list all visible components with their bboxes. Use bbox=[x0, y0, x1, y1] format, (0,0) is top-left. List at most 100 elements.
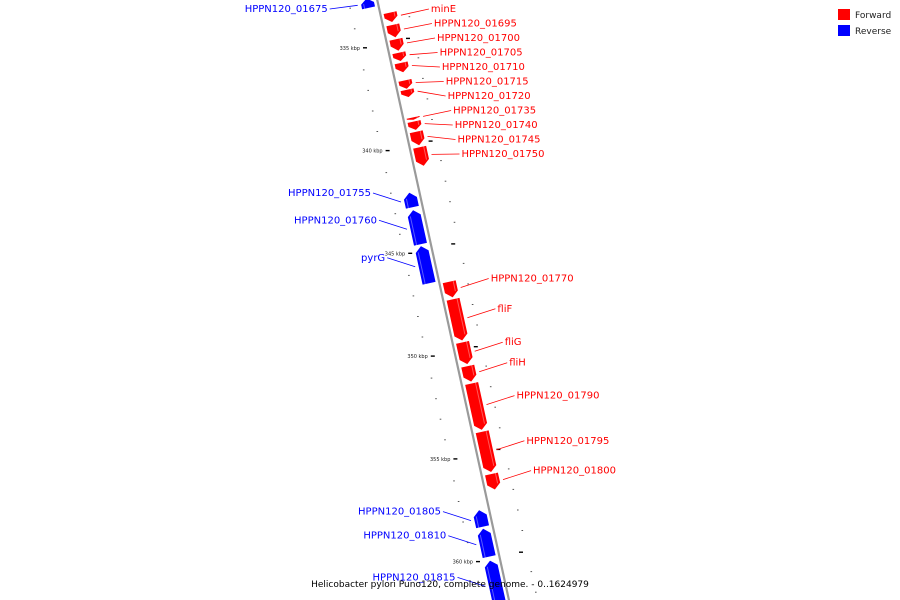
map-caption: Helicobacter pylori Puno120, complete ge… bbox=[311, 580, 589, 590]
tick-dot-right bbox=[535, 591, 537, 593]
gene-arrow-hppn120_01810 bbox=[476, 527, 497, 559]
gene-arrow-hppn120_01760 bbox=[406, 209, 428, 247]
gene-arrow-hppn120_01705 bbox=[391, 50, 408, 62]
gene-leader-line bbox=[387, 257, 416, 268]
gene-arrow-shine bbox=[494, 472, 499, 484]
gene-label-hppn120_01760: HPPN120_01760 bbox=[294, 215, 377, 226]
tick-dot-right bbox=[462, 262, 465, 264]
gene-arrow-hppn120_01800 bbox=[484, 471, 502, 491]
tick-dot-right bbox=[476, 324, 478, 326]
tick-label: 355 kbp bbox=[430, 457, 450, 463]
gene-label-hppn120_01745: HPPN120_01745 bbox=[458, 135, 541, 146]
tick-dot-right bbox=[449, 201, 451, 203]
tick-dot-right bbox=[426, 98, 429, 100]
tick-dot-left bbox=[362, 69, 365, 71]
gene-label-flig: fliG bbox=[505, 337, 522, 348]
tick-dot-right bbox=[489, 386, 492, 388]
gene-arrow-flif bbox=[445, 296, 469, 342]
gene-arrow-pyrg bbox=[414, 245, 437, 286]
tick-dot-right bbox=[512, 488, 515, 490]
gene-label-hppn120_01735: HPPN120_01735 bbox=[453, 106, 536, 117]
tick-dot-right bbox=[494, 406, 496, 408]
tick-dot-right bbox=[417, 57, 420, 59]
gene-label-mine: minE bbox=[431, 4, 456, 15]
gene-leader-line bbox=[372, 192, 402, 203]
gene-arrow-hppn120_01790 bbox=[464, 381, 488, 431]
tick-dot-right bbox=[408, 16, 411, 18]
tick-dot-left bbox=[349, 7, 351, 9]
gene-leader-line bbox=[496, 440, 525, 451]
gene-leader-line bbox=[400, 8, 429, 16]
gene-label-hppn120_01795: HPPN120_01795 bbox=[526, 436, 609, 447]
tick-dot-right bbox=[507, 468, 510, 470]
gene-label-flih: fliH bbox=[509, 358, 526, 369]
gene-arrow-hppn120_01675 bbox=[360, 0, 376, 11]
gene-arrow-hppn120_01695 bbox=[385, 22, 402, 39]
gene-arrow-shine bbox=[474, 382, 485, 424]
legend-forward-label: Forward bbox=[855, 11, 891, 21]
gene-label-hppn120_01755: HPPN120_01755 bbox=[288, 188, 371, 199]
gene-label-hppn120_01810: HPPN120_01810 bbox=[363, 531, 446, 542]
gene-leader-line bbox=[457, 577, 486, 587]
gene-label-hppn120_01720: HPPN120_01720 bbox=[448, 91, 531, 102]
gene-arrow-hppn120_01750 bbox=[412, 144, 430, 167]
gene-leader-line bbox=[406, 37, 436, 44]
gene-arrow-mine bbox=[382, 10, 399, 23]
gene-arrow-shine bbox=[408, 78, 411, 84]
gene-arrow-shine bbox=[404, 61, 407, 67]
gene-arrow-hppn120_01815 bbox=[483, 559, 507, 600]
gene-arrow-hppn120_01745 bbox=[408, 129, 426, 147]
tick-dot-left bbox=[435, 398, 437, 400]
tick-dot-right bbox=[485, 365, 487, 367]
gene-leader-line bbox=[417, 90, 446, 97]
tick-dot-left bbox=[412, 295, 415, 297]
gene-leader-line bbox=[415, 81, 444, 83]
tick-dot-left bbox=[390, 192, 392, 194]
tick-label: 345 kbp bbox=[385, 251, 405, 257]
gene-arrow-shine bbox=[423, 145, 427, 160]
gene-leader-line bbox=[403, 23, 432, 30]
gene-leader-line bbox=[448, 535, 477, 546]
tick-dot-left bbox=[408, 274, 410, 276]
gene-arrow-shine bbox=[486, 566, 496, 600]
gene-leader-line bbox=[378, 219, 408, 230]
gene-arrow-shine bbox=[363, 3, 366, 10]
gene-leader-line bbox=[409, 52, 438, 56]
gene-leader-line bbox=[423, 110, 452, 117]
tick-dot-left bbox=[453, 480, 455, 482]
gene-arrow-hppn120_01755 bbox=[403, 191, 420, 210]
gene-arrow-shine bbox=[393, 11, 396, 17]
gene-arrow-shine bbox=[399, 37, 402, 45]
gene-label-flif: fliF bbox=[497, 304, 512, 315]
gene-leader-line bbox=[474, 341, 503, 352]
tick-dot-right bbox=[471, 304, 474, 305]
tick-dot-right bbox=[530, 571, 533, 573]
gene-label-hppn120_01705: HPPN120_01705 bbox=[440, 48, 523, 59]
gene-arrow-shine bbox=[417, 252, 426, 285]
gene-leader-line bbox=[479, 362, 508, 373]
genome-backbone-layer bbox=[376, 0, 511, 600]
legend-reverse-label: Reverse bbox=[855, 27, 892, 37]
tick-dot-left bbox=[399, 233, 401, 235]
gene-arrow-hppn120_01740 bbox=[406, 119, 423, 131]
tick-dot-left bbox=[417, 316, 419, 317]
gene-arrow-hppn120_01710 bbox=[393, 60, 410, 74]
tick-dot-left bbox=[353, 28, 356, 30]
gene-arrow-hppn120_01720 bbox=[399, 87, 416, 98]
gene-label-hppn120_01800: HPPN120_01800 bbox=[533, 466, 616, 477]
gene-label-layer: minE HPPN120_01695 HPPN120_01700 HPPN120_01… bbox=[245, 4, 616, 587]
tick-layer: 335 kbp 340 kbp 345 kbp 350 kbp 355 kbp 360 k… bbox=[340, 37, 523, 566]
gene-label-hppn120_01815: HPPN120_01815 bbox=[373, 572, 456, 583]
tick-dot-left bbox=[462, 521, 464, 523]
gene-label-hppn120_01710: HPPN120_01710 bbox=[442, 62, 525, 73]
gene-label-hppn120_01790: HPPN120_01790 bbox=[517, 391, 600, 402]
gene-arrow-hppn120_01795 bbox=[474, 429, 498, 474]
tick-dot-left bbox=[457, 501, 460, 502]
tick-dot-left bbox=[394, 213, 397, 215]
gene-arrow-shine bbox=[409, 216, 418, 246]
gene-arrow-flig bbox=[455, 340, 474, 366]
gene-arrow-shine bbox=[485, 430, 495, 466]
gene-label-hppn120_01700: HPPN120_01700 bbox=[437, 33, 520, 44]
gene-leader-line bbox=[467, 308, 496, 319]
tick-dot-right bbox=[422, 77, 424, 79]
